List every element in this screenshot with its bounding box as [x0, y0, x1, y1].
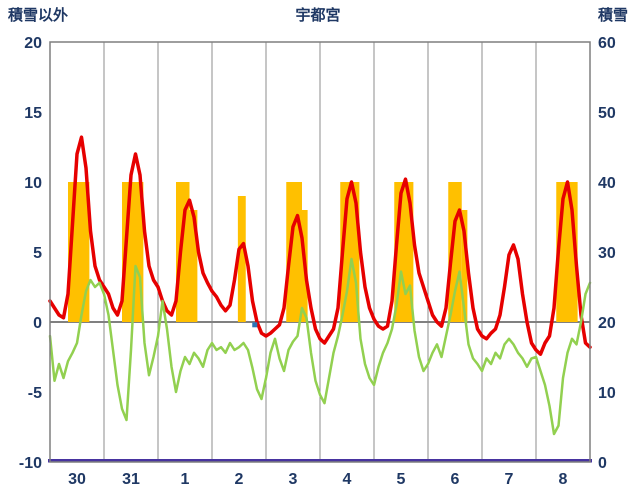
right-tick-label: 0 — [598, 455, 607, 472]
x-tick-label: 5 — [397, 471, 406, 488]
sunshine-bar — [176, 182, 190, 322]
right-axis-title: 積雪 — [597, 7, 628, 24]
right-tick-label: 10 — [598, 385, 616, 402]
sunshine-bar — [461, 210, 468, 322]
right-tick-label: 20 — [598, 315, 616, 332]
left-axis-ticks: 20 15 10 5 0 -5 -10 — [19, 35, 42, 472]
x-tick-label: 2 — [235, 471, 244, 488]
sunshine-bar — [189, 210, 198, 322]
left-tick-label: 0 — [33, 315, 42, 332]
left-axis-title: 積雪以外 — [8, 7, 69, 24]
left-tick-label: -5 — [28, 385, 42, 402]
x-tick-label: 3 — [289, 471, 298, 488]
right-tick-label: 50 — [598, 105, 616, 122]
temperature-line — [48, 135, 592, 356]
x-tick-label: 7 — [505, 471, 514, 488]
x-axis-ticks: 30 31 1 2 3 4 5 6 7 8 — [68, 471, 567, 488]
green-line — [48, 257, 592, 436]
right-tick-label: 30 — [598, 245, 616, 262]
x-tick-label: 6 — [451, 471, 460, 488]
right-axis-ticks: 60 50 40 30 20 10 0 — [598, 35, 616, 472]
left-tick-label: 5 — [33, 245, 42, 262]
chart-title: 宇都宮 — [295, 7, 341, 24]
right-tick-label: 40 — [598, 175, 616, 192]
left-tick-label: -10 — [19, 455, 42, 472]
left-tick-label: 20 — [24, 35, 42, 52]
left-tick-label: 15 — [24, 105, 42, 122]
plot-border — [49, 41, 591, 463]
x-tick-label: 30 — [68, 471, 86, 488]
x-tick-label: 8 — [559, 471, 568, 488]
sunshine-bar — [237, 196, 246, 322]
left-tick-label: 10 — [24, 175, 42, 192]
x-tick-label: 31 — [122, 471, 140, 488]
x-tick-label: 4 — [343, 471, 352, 488]
right-tick-label: 60 — [598, 35, 616, 52]
x-tick-label: 1 — [181, 471, 190, 488]
blue-marker — [252, 322, 258, 328]
